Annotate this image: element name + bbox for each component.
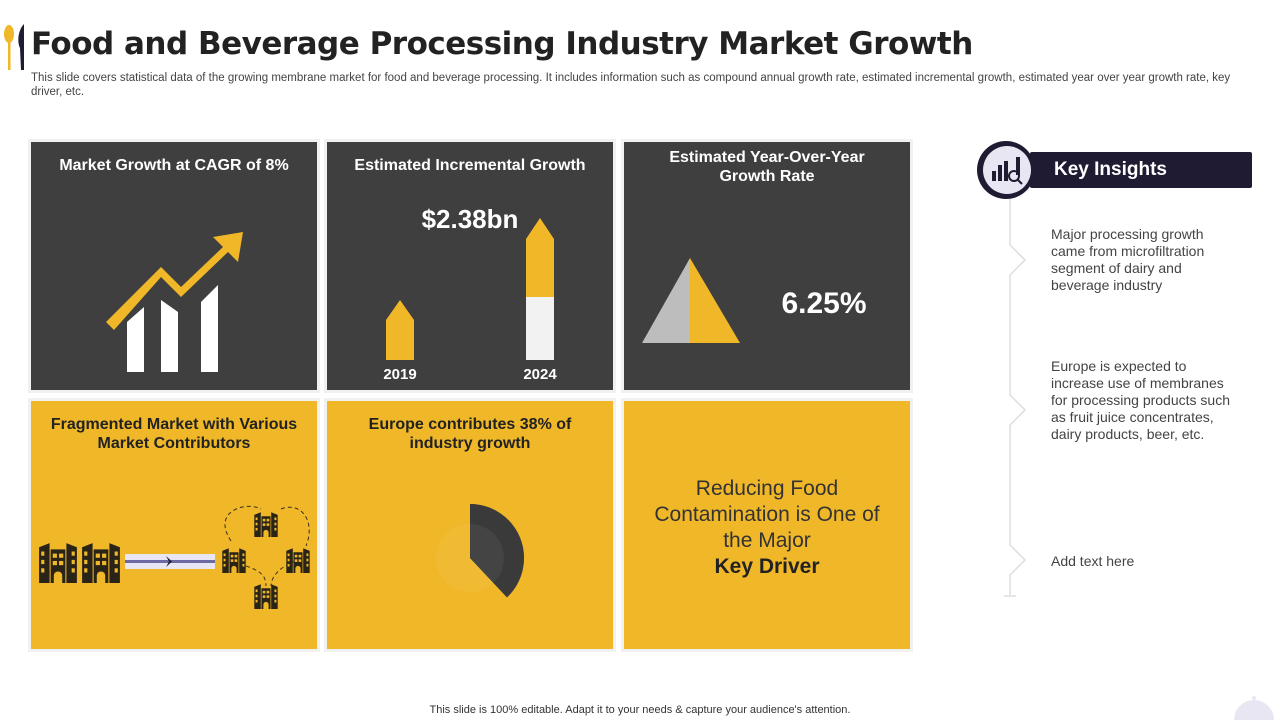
- cloche-icon: [1234, 696, 1274, 720]
- insight-item: Add text here: [1051, 553, 1135, 569]
- year-label: 2024: [523, 366, 557, 383]
- building-icon: [82, 543, 120, 583]
- driver-bold: Key Driver: [714, 555, 820, 578]
- tile-yoy-growth: Estimated Year-Over-Year Growth Rate 6.2…: [624, 142, 910, 390]
- insight-item: Europe is expected to increase use of me…: [1051, 358, 1230, 442]
- page-subtitle: This slide covers statistical data of th…: [31, 72, 1231, 98]
- key-insights-header: Key Insights: [1030, 152, 1252, 188]
- pie-slice-europe: [470, 504, 524, 598]
- bar-2024-growth: [526, 218, 554, 297]
- bar-2024-base: [526, 297, 554, 360]
- cutlery-logo-icon: [4, 24, 24, 70]
- pie-inner-ring: [436, 524, 504, 592]
- tile-fragmented-market: Fragmented Market with Various Market Co…: [31, 401, 317, 649]
- bar-2019: [386, 300, 414, 360]
- insight-item: Major processing growth came from microf…: [1051, 226, 1205, 293]
- tile-title: Fragmented Market with Various Market Co…: [50, 416, 298, 452]
- tile-title: Estimated Incremental Growth: [354, 157, 586, 174]
- pyramid-icon: [642, 258, 740, 343]
- europe-pie-chart: [436, 504, 524, 598]
- year-label: 2019: [383, 366, 417, 383]
- tile-key-driver: Reducing Food Contamination is One of th…: [624, 401, 910, 649]
- growth-chart-arrow-icon: [106, 232, 243, 372]
- building-icon: [254, 512, 278, 537]
- building-icon: [286, 548, 310, 573]
- tile-incremental-growth: Estimated Incremental Growth $2.38bn 201…: [327, 142, 613, 390]
- arrow-icon: [166, 556, 172, 567]
- market-contributors-diagram: [39, 505, 310, 609]
- analytics-icon: [992, 157, 1023, 185]
- incremental-bars: [386, 218, 554, 360]
- tile-cagr: Market Growth at CAGR of 8%: [31, 142, 317, 390]
- driver-text: Reducing Food Contamination is One of th…: [654, 477, 880, 552]
- tile-title: Market Growth at CAGR of 8%: [59, 157, 289, 174]
- tile-europe-share: Europe contributes 38% of industry growt…: [327, 401, 613, 649]
- building-icon: [39, 543, 77, 583]
- tile-title: Europe contributes 38% of industry growt…: [368, 416, 572, 452]
- tile-title: Estimated Year-Over-Year Growth Rate: [669, 149, 865, 185]
- yoy-value: 6.25%: [781, 287, 867, 320]
- footer-note: This slide is 100% editable. Adapt it to…: [429, 704, 851, 716]
- building-icon: [254, 584, 278, 609]
- incremental-value: $2.38bn: [421, 204, 519, 234]
- page-title: Food and Beverage Processing Industry Ma…: [31, 26, 973, 62]
- building-icon: [222, 548, 246, 573]
- timeline-line: [1004, 195, 1027, 597]
